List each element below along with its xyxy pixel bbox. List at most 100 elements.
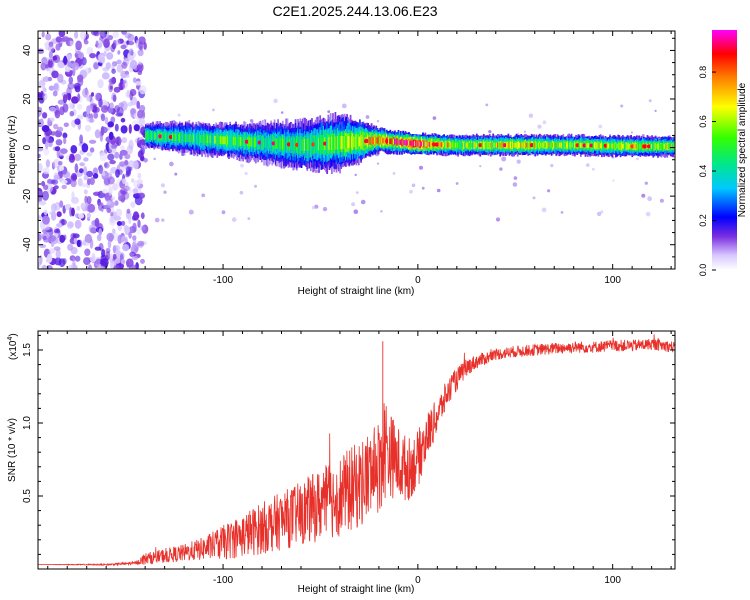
band-cell <box>267 138 270 149</box>
band-cell <box>242 137 244 146</box>
y-tick-label: 40 <box>22 44 33 56</box>
noise-blob <box>136 64 143 70</box>
speckle <box>188 209 194 215</box>
noise-blob <box>115 208 123 217</box>
noise-blob <box>100 258 109 267</box>
noise-blob <box>132 188 138 194</box>
noise-blob <box>119 161 126 167</box>
speckle <box>376 120 380 123</box>
noise-blob <box>58 161 63 166</box>
speckle <box>645 211 651 217</box>
band-cell <box>194 134 196 143</box>
noise-blob <box>59 148 68 154</box>
noise-blob <box>72 233 80 239</box>
band-cell <box>281 138 284 150</box>
band-cell <box>411 140 414 146</box>
band-cell <box>570 142 573 148</box>
noise-blob <box>115 136 120 145</box>
noise-blob <box>48 45 55 53</box>
band-cell <box>383 137 386 144</box>
band-cell <box>269 138 271 149</box>
band-cell <box>525 142 527 148</box>
noise-blob <box>106 207 112 213</box>
band-cell <box>299 139 302 151</box>
noise-blob <box>54 257 62 266</box>
band-cell <box>191 134 194 143</box>
speckle <box>537 124 542 129</box>
noise-blob <box>59 106 65 116</box>
speckle <box>455 182 459 185</box>
band-cell <box>305 138 308 151</box>
noise-blob <box>42 137 47 145</box>
noise-blob <box>115 250 122 258</box>
band-cell <box>148 132 151 139</box>
noise-blob <box>116 59 122 65</box>
band-cell <box>561 142 563 148</box>
band-cell <box>466 142 469 148</box>
band-cell <box>454 142 457 148</box>
noise-blob <box>136 179 143 185</box>
noise-blob <box>120 145 125 150</box>
noise-blob <box>124 159 129 166</box>
noise-blob <box>80 31 87 40</box>
band-cell <box>619 143 622 149</box>
noise-blob <box>54 146 61 152</box>
band-cell <box>550 142 553 148</box>
noise-blob <box>114 123 119 132</box>
colorbar-gradient <box>712 30 737 270</box>
speckle <box>353 209 359 214</box>
noise-blob <box>54 109 61 119</box>
speckle <box>231 217 237 222</box>
band-cell <box>453 142 456 148</box>
band-cell <box>571 142 574 148</box>
noise-blob <box>103 38 110 49</box>
band-cell <box>217 136 220 144</box>
band-cell <box>430 141 433 147</box>
x-tick-label: 100 <box>604 575 621 586</box>
speckle <box>160 183 165 188</box>
band-cell <box>343 136 346 149</box>
band-cell <box>526 142 528 148</box>
band-cell <box>189 134 192 143</box>
noise-blob <box>67 62 73 68</box>
noise-blob <box>120 80 127 84</box>
noise-blob <box>54 232 59 238</box>
noise-blob <box>94 92 102 101</box>
noise-blob <box>53 174 60 180</box>
band-cell <box>195 134 198 143</box>
band-cell <box>537 142 540 148</box>
speckle <box>239 190 244 195</box>
noise-blob <box>53 83 59 91</box>
noise-blob <box>55 249 61 259</box>
noise-blob <box>127 33 135 42</box>
band-cell <box>180 133 182 142</box>
band-cell <box>293 139 296 151</box>
noise-blob <box>114 200 119 206</box>
speckle <box>541 207 547 213</box>
noise-blob <box>128 48 134 56</box>
band-cell <box>484 142 486 148</box>
noise-blob <box>62 132 68 139</box>
speckle <box>161 218 165 222</box>
noise-blob <box>48 234 57 242</box>
noise-blob <box>71 96 79 104</box>
band-cell <box>155 132 158 140</box>
band-cell <box>371 137 374 145</box>
noise-blob <box>137 240 145 247</box>
noise-blob <box>115 39 121 46</box>
noise-blob <box>107 239 112 249</box>
band-cell <box>508 142 511 148</box>
speckle <box>322 206 328 212</box>
noise-blob <box>140 225 146 231</box>
noise-blob <box>41 57 48 66</box>
band-hotspot <box>478 143 483 148</box>
noise-blob <box>131 255 139 261</box>
speckle <box>254 184 257 188</box>
band-cell <box>283 138 285 150</box>
band-cell <box>652 143 655 149</box>
noise-blob <box>129 251 136 258</box>
noise-blob <box>83 175 89 181</box>
speckle <box>528 113 534 118</box>
band-cell <box>487 142 490 148</box>
speckle <box>354 173 357 177</box>
